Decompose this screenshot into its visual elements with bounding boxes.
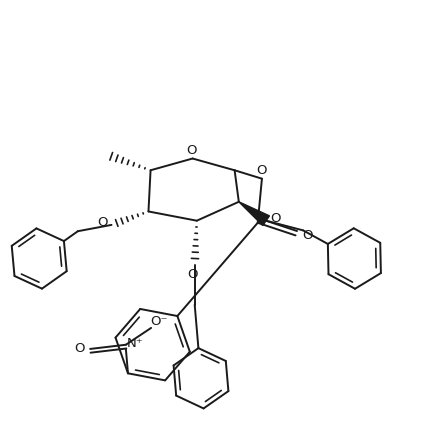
Text: O: O bbox=[187, 268, 198, 281]
Text: O: O bbox=[97, 216, 107, 229]
Polygon shape bbox=[239, 202, 269, 226]
Text: O: O bbox=[257, 164, 267, 177]
Text: O: O bbox=[302, 229, 313, 242]
Text: O: O bbox=[74, 343, 85, 355]
Text: N⁺: N⁺ bbox=[127, 337, 143, 350]
Text: O⁻: O⁻ bbox=[151, 315, 168, 328]
Text: O: O bbox=[270, 212, 280, 225]
Text: O: O bbox=[187, 144, 197, 157]
